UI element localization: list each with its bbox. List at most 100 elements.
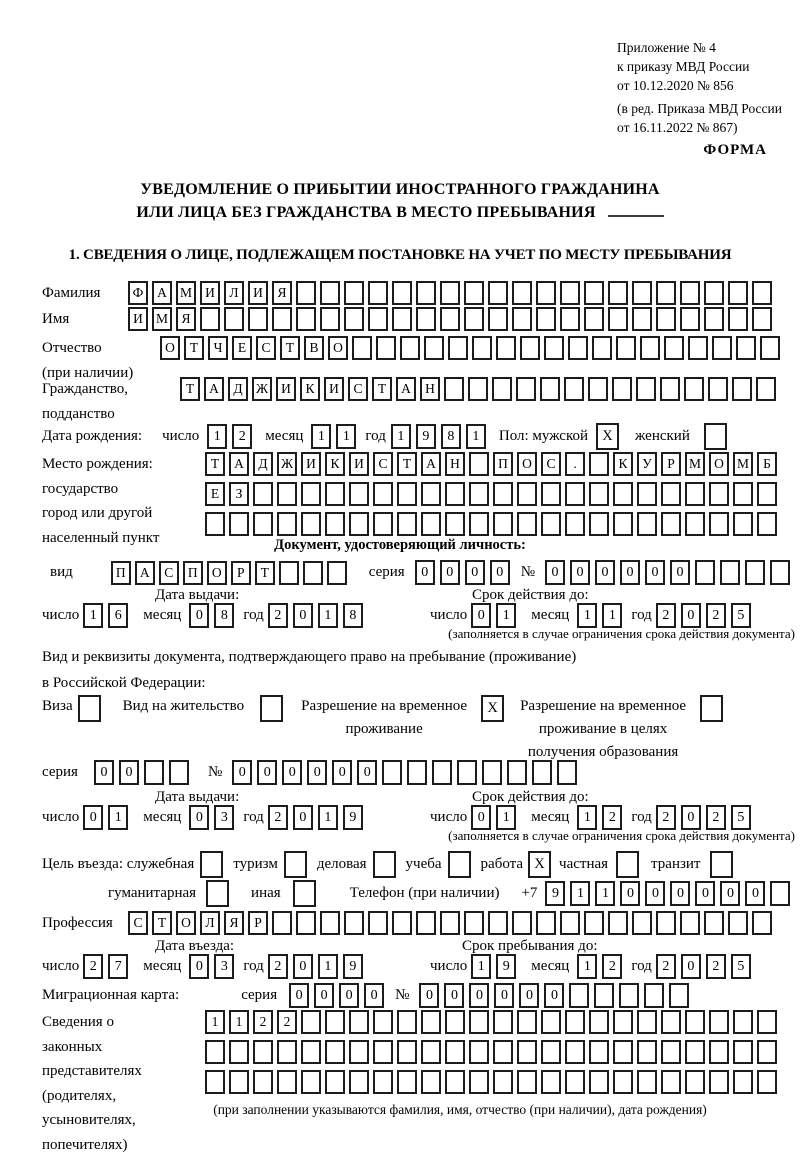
char-cell — [656, 911, 676, 935]
char-cell: 0 — [469, 983, 490, 1008]
char-cell: Т — [254, 560, 275, 585]
char-cell — [492, 377, 512, 401]
doc-expiry-heading: Срок действия до: — [472, 587, 589, 603]
char-cell — [637, 512, 657, 536]
char-cell: 0 — [332, 760, 353, 785]
purpose-transit-label: транзит — [651, 856, 701, 872]
form-title-line1: УВЕДОМЛЕНИЕ О ПРИБЫТИИ ИНОСТРАННОГО ГРАЖ… — [140, 181, 660, 198]
char-cell — [325, 482, 345, 506]
char-cell: С — [541, 452, 561, 476]
char-cell: 2 — [232, 424, 253, 449]
char-cell — [253, 1070, 273, 1094]
char-cell — [344, 307, 364, 331]
day-label: число — [42, 809, 80, 825]
representatives-label: усыновителях, — [42, 1112, 136, 1128]
char-cell — [301, 482, 321, 506]
char-cell: 2 — [655, 805, 676, 830]
char-cell: 1 — [83, 603, 104, 628]
day-label: число — [42, 958, 80, 974]
char-cell — [616, 336, 636, 360]
checkbox-cell — [700, 695, 724, 722]
char-cell: 0 — [292, 954, 313, 979]
char-cell: 6 — [108, 603, 129, 628]
char-cell — [248, 307, 268, 331]
phone-label: Телефон (при наличии) — [349, 885, 500, 901]
char-cell: 2 — [655, 954, 676, 979]
char-cell: О — [517, 452, 537, 476]
year-label: год — [243, 809, 264, 825]
char-cell — [325, 1040, 345, 1064]
char-cell — [661, 1010, 681, 1034]
char-cell: 1 — [390, 424, 411, 449]
char-cell — [709, 1040, 729, 1064]
char-cell: З — [229, 482, 249, 506]
char-cell: 1 — [205, 1010, 225, 1034]
char-cell: А — [134, 560, 155, 585]
char-cell — [493, 512, 513, 536]
char-cell: 1 — [465, 424, 486, 449]
char-cell — [613, 482, 633, 506]
char-cell — [669, 983, 690, 1008]
char-cell: А — [396, 377, 416, 401]
char-cell: М — [685, 452, 705, 476]
char-cell — [709, 512, 729, 536]
char-cell: В — [304, 336, 324, 360]
char-cell: 0 — [307, 760, 328, 785]
char-cell — [392, 281, 412, 305]
char-cell: 1 — [317, 805, 338, 830]
char-cell — [757, 1010, 777, 1034]
char-cell — [619, 983, 640, 1008]
char-cell: И — [200, 281, 220, 305]
char-cell — [695, 560, 715, 585]
char-cell: 0 — [680, 805, 701, 830]
patronymic-label: Отчество — [42, 340, 102, 356]
day-label: число — [162, 428, 200, 444]
char-cell — [569, 983, 590, 1008]
char-cell — [469, 452, 489, 476]
char-cell — [728, 911, 748, 935]
char-cell — [296, 911, 316, 935]
char-cell — [373, 1010, 393, 1034]
char-cell: 0 — [595, 560, 615, 585]
char-cell: 0 — [339, 983, 360, 1008]
char-cell: 0 — [232, 760, 253, 785]
char-cell — [277, 1070, 297, 1094]
char-cell — [407, 760, 428, 785]
char-cell: 0 — [257, 760, 278, 785]
edu-permit-label: Разрешение на временное проживание в цел… — [520, 698, 687, 760]
char-cell — [541, 1010, 561, 1034]
char-cell — [745, 560, 765, 585]
char-cell — [488, 307, 508, 331]
appendix-block: Приложение № 4 к приказу МВД России от 1… — [617, 38, 782, 137]
appendix-line: к приказу МВД России — [617, 59, 750, 74]
purpose-study-label: учеба — [405, 856, 442, 872]
char-cell: 0 — [519, 983, 540, 1008]
char-cell — [229, 1070, 249, 1094]
char-cell — [560, 307, 580, 331]
char-cell — [584, 281, 604, 305]
char-cell: 1 — [595, 881, 616, 906]
char-cell — [685, 482, 705, 506]
char-cell — [728, 281, 748, 305]
char-cell — [368, 281, 388, 305]
char-cell — [685, 512, 705, 536]
char-cell — [469, 1070, 489, 1094]
char-cell: 1 — [496, 805, 517, 830]
char-cell: 5 — [730, 954, 751, 979]
char-cell — [469, 1040, 489, 1064]
sex-female-label: женский — [635, 428, 690, 444]
char-cell: Я — [272, 281, 292, 305]
profession-label: Профессия — [42, 914, 113, 931]
char-cell — [368, 307, 388, 331]
citizenship-label: Гражданство, — [42, 381, 129, 397]
char-cell: 0 — [314, 983, 335, 1008]
